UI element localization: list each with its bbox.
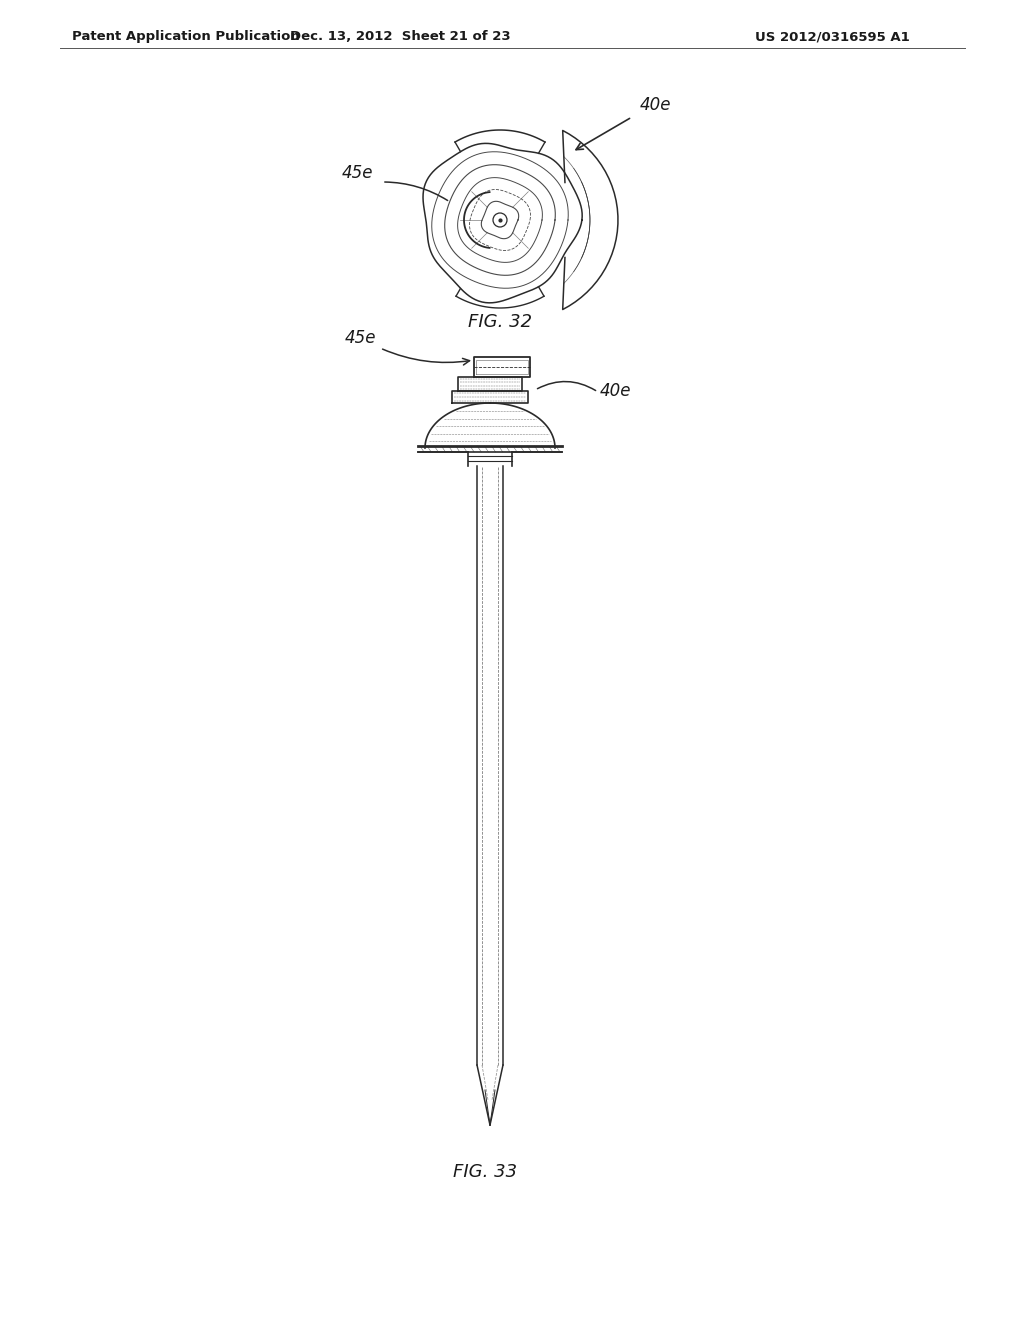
Text: 45e: 45e [345,329,377,347]
Text: US 2012/0316595 A1: US 2012/0316595 A1 [755,30,909,44]
Text: FIG. 32: FIG. 32 [468,313,532,331]
Text: 40e: 40e [640,96,672,114]
Text: FIG. 33: FIG. 33 [453,1163,517,1181]
Text: Dec. 13, 2012  Sheet 21 of 23: Dec. 13, 2012 Sheet 21 of 23 [290,30,510,44]
Text: Patent Application Publication: Patent Application Publication [72,30,300,44]
Text: 45e: 45e [342,164,374,182]
Text: 40e: 40e [600,381,632,400]
